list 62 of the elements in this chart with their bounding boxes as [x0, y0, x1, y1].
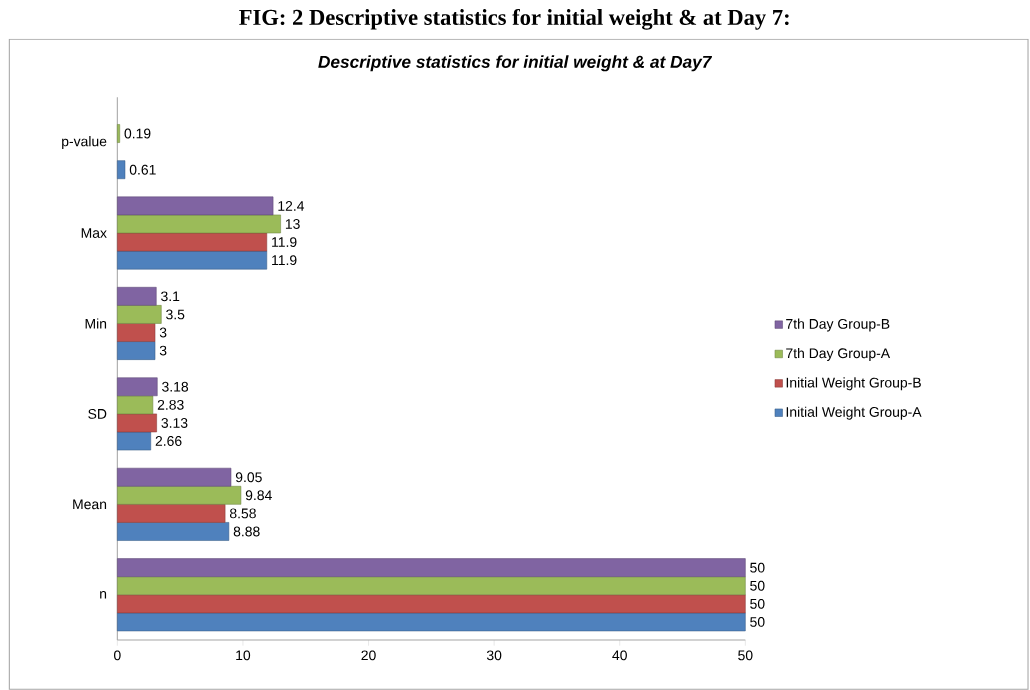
bar — [117, 160, 126, 180]
data-label: 50 — [750, 616, 765, 627]
data-label: 50 — [750, 598, 765, 609]
data-label: 0.19 — [124, 128, 151, 139]
x-tick-label: 20 — [361, 650, 376, 661]
x-tick-label: 30 — [486, 650, 502, 661]
legend-label: Initial Weight Group-A — [786, 406, 922, 420]
legend-label: 7th Day Group-B — [786, 318, 890, 332]
bar — [117, 232, 268, 252]
y-tick-label: Max — [81, 228, 107, 238]
x-tick-label: 40 — [612, 650, 627, 661]
data-label: 3.13 — [161, 418, 188, 428]
data-label: 3.5 — [166, 309, 185, 320]
legend-label: 7th Day Group-A — [786, 347, 891, 361]
bar — [117, 558, 746, 577]
bar — [117, 287, 157, 306]
bar — [117, 485, 242, 505]
x-tick-label: 50 — [738, 650, 753, 661]
data-label: 13 — [285, 219, 300, 229]
data-label: 9.05 — [235, 472, 262, 483]
data-label: 8.88 — [233, 526, 260, 537]
bar — [117, 196, 274, 216]
bar — [117, 341, 156, 360]
bar — [117, 214, 281, 234]
bar — [117, 431, 152, 451]
data-label: 8.58 — [229, 508, 256, 519]
data-label: 2.66 — [155, 436, 182, 446]
data-label: 3.1 — [161, 291, 180, 302]
data-label: 3 — [159, 327, 167, 338]
data-label: 11.9 — [272, 237, 297, 247]
data-label: 3.18 — [162, 381, 189, 392]
data-label: 50 — [750, 580, 765, 591]
bar — [117, 395, 154, 415]
y-tick-label: n — [100, 591, 107, 599]
x-tick-label: 10 — [236, 650, 251, 661]
y-tick-label: p-value — [62, 136, 107, 150]
bar — [117, 305, 162, 324]
bar — [117, 467, 232, 487]
bar — [117, 250, 268, 270]
bar — [117, 594, 746, 614]
data-label: 2.83 — [157, 399, 184, 410]
y-tick-label: SD — [88, 408, 107, 419]
bar — [117, 522, 230, 541]
x-tick-label: 0 — [114, 650, 121, 661]
data-label: 0.61 — [129, 164, 156, 175]
data-label: 50 — [750, 562, 765, 573]
bar — [117, 413, 157, 433]
bar — [117, 504, 226, 523]
bar — [117, 612, 746, 632]
bar — [117, 576, 746, 596]
y-tick-label: Min — [85, 318, 107, 329]
bar — [117, 377, 158, 397]
legend-label: Initial Weight Group-B — [786, 377, 921, 391]
data-label: 3 — [159, 345, 167, 356]
bar — [117, 323, 156, 342]
data-label: 9.84 — [245, 490, 272, 501]
data-label: 12.4 — [278, 201, 305, 211]
bar — [117, 124, 120, 143]
y-tick-label: Mean — [73, 499, 107, 510]
text: FIG: 2 Descriptive statistics for initial weight & at Day 7: — [239, 8, 789, 30]
chart-title: Descriptive statistics for initial weight & at Day7 — [318, 55, 713, 72]
data-label: 11.9 — [272, 255, 297, 266]
